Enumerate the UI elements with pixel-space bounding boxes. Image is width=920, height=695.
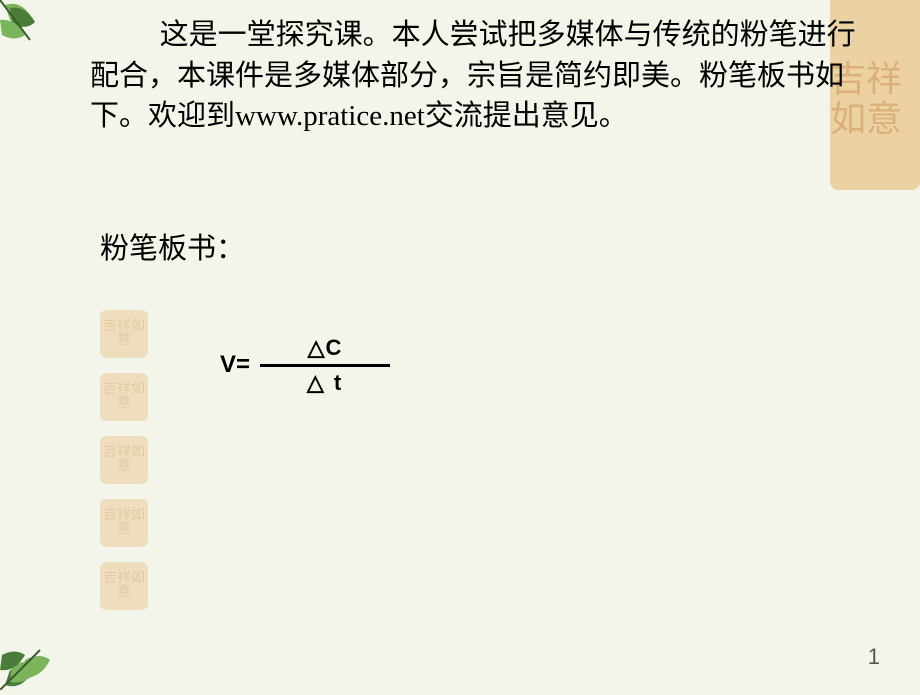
seal-stack-left: 吉祥如意 吉祥如意 吉祥如意 吉祥如意 吉祥如意 (100, 310, 148, 610)
seal-small-5: 吉祥如意 (100, 562, 148, 610)
intro-paragraph: 这是一堂探究课。本人尝试把多媒体与传统的粉笔进行配合，本课件是多媒体部分，宗旨是… (90, 15, 860, 137)
formula-numerator: △C (298, 335, 353, 364)
intro-text: 这是一堂探究课。本人尝试把多媒体与传统的粉笔进行配合，本课件是多媒体部分，宗旨是… (90, 19, 856, 132)
seal-small-3: 吉祥如意 (100, 436, 148, 484)
formula-block: V= △C △ t (220, 335, 390, 396)
page-number: 1 (868, 644, 880, 670)
formula-fraction: △C △ t (260, 335, 390, 396)
seal-small-1: 吉祥如意 (100, 310, 148, 358)
formula-denominator: △ t (307, 367, 343, 396)
leaf-decoration-bottom-left (0, 630, 70, 690)
board-title: 粉笔板书： (100, 225, 245, 267)
seal-small-2: 吉祥如意 (100, 373, 148, 421)
leaf-decoration-top-left (0, 0, 60, 50)
formula-left: V= (220, 351, 250, 379)
seal-small-4: 吉祥如意 (100, 499, 148, 547)
